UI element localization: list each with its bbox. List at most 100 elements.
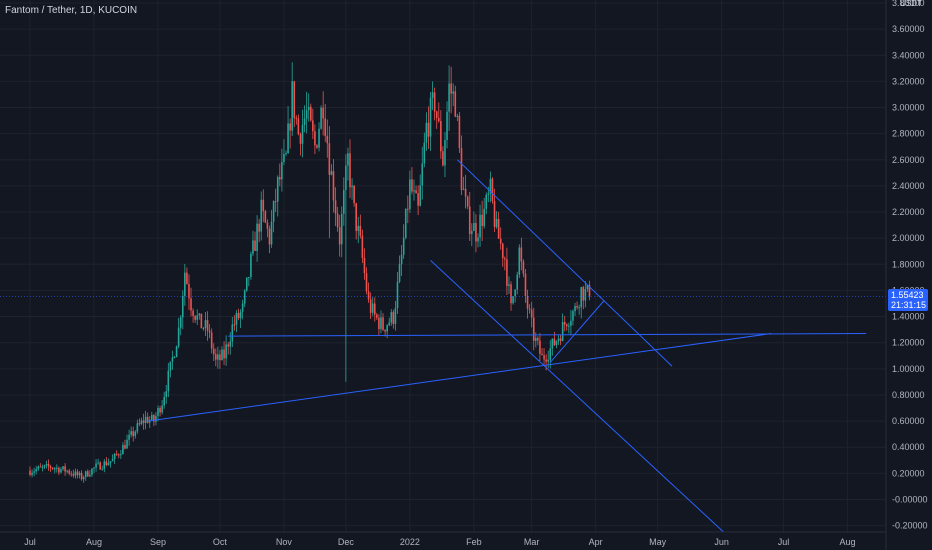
price-unit-text: USDT [900, 0, 922, 8]
candle-body [448, 83, 450, 112]
candle-body [586, 285, 589, 290]
candle-body [95, 463, 97, 468]
x-tick-label: Aug [840, 537, 856, 547]
candle-body [237, 313, 240, 319]
candle-body [80, 472, 83, 480]
candle-body [338, 227, 341, 245]
candle-body [184, 272, 186, 296]
candle-body [208, 330, 211, 333]
candle-body [254, 240, 256, 251]
candle-body [68, 470, 71, 474]
candle-body [440, 121, 442, 152]
candle-body [31, 472, 33, 475]
candle-body [357, 225, 360, 231]
candle-body [576, 306, 578, 308]
trendline[interactable] [549, 300, 605, 363]
candle-body [316, 145, 318, 148]
candle-body [126, 439, 128, 449]
candle-body [355, 203, 357, 231]
y-tick-label: 2.80000 [892, 129, 925, 139]
candle-body [404, 208, 407, 238]
candle-body [421, 163, 424, 186]
y-tick-label: -0.00000 [892, 494, 928, 504]
candle-body [132, 431, 135, 437]
candle-body [553, 338, 556, 346]
candle-body [217, 354, 219, 360]
candle-body [318, 128, 320, 148]
candle-body [565, 324, 568, 327]
last-price-badge: 1.55423 21:31:15 [888, 289, 928, 311]
candle-body [520, 247, 523, 262]
candle-body [219, 354, 221, 361]
candle-body [146, 416, 149, 423]
candle-body [161, 405, 163, 413]
candle-body [396, 281, 399, 309]
candle-body [326, 135, 329, 144]
trendline[interactable] [228, 333, 867, 337]
candle-body [101, 468, 104, 470]
candle-body [340, 213, 343, 245]
candle-body [353, 185, 355, 204]
candle-body [320, 107, 322, 129]
candle-body [35, 469, 37, 472]
trendlines [147, 159, 867, 533]
candle-body [78, 472, 81, 476]
candle-body [499, 238, 502, 244]
x-tick-label: Aug [86, 537, 102, 547]
candle-body [423, 142, 426, 164]
candle-body [60, 469, 62, 473]
candle-body [299, 134, 302, 144]
candle-body [390, 312, 393, 323]
candle-body [113, 453, 116, 460]
candle-body [373, 303, 376, 315]
y-tick-label: 1.80000 [892, 259, 925, 269]
candle-body [173, 357, 176, 359]
candle-body [215, 354, 217, 360]
candle-body [136, 423, 139, 432]
price-axis[interactable]: 3.80000 3.60000 3.40000 3.20000 3.00000 2.800… [892, 0, 928, 531]
candle-body [359, 225, 362, 236]
candle-body [301, 124, 304, 144]
candle-body [419, 185, 421, 206]
candle-body [347, 153, 349, 166]
candle-body [487, 193, 490, 195]
candle-body [514, 289, 516, 297]
candle-body [535, 337, 537, 341]
trendline[interactable] [457, 159, 673, 367]
candle-body [415, 190, 417, 194]
candle-body [452, 91, 455, 94]
candle-body [192, 310, 194, 316]
candle-body [134, 431, 137, 437]
candle-body [202, 327, 205, 329]
trendline[interactable] [430, 260, 725, 533]
candle-body [464, 188, 467, 197]
candle-body [363, 257, 366, 274]
y-tick-label: 1.20000 [892, 338, 925, 348]
x-tick-label: May [649, 537, 667, 547]
trendline[interactable] [147, 333, 772, 422]
y-tick-label: 3.80000 [892, 0, 925, 8]
candle-body [165, 391, 168, 397]
candle-body [378, 317, 380, 330]
candle-body [87, 471, 89, 477]
candle-body [109, 461, 112, 464]
x-tick-label: Jul [24, 537, 36, 547]
candle-body [268, 228, 271, 245]
candle-body [460, 148, 463, 190]
candle-body [508, 284, 510, 286]
candle-body [72, 473, 75, 476]
y-tick-label: 2.00000 [892, 233, 925, 243]
candle-body [512, 296, 514, 304]
candle-body [429, 97, 432, 137]
candle-body [291, 81, 293, 131]
candle-body [56, 467, 58, 469]
time-axis[interactable]: Jul Aug Sep Oct Nov Dec 2022 Feb Mar Apr May Jun Jul… [24, 537, 855, 547]
candle-body [233, 324, 236, 326]
candle-body [91, 468, 93, 475]
x-tick-label: Feb [466, 537, 482, 547]
candle-body [444, 140, 446, 166]
candle-body [371, 303, 374, 313]
candle-body [266, 222, 269, 229]
candle-body [179, 317, 182, 328]
candles [29, 62, 591, 483]
